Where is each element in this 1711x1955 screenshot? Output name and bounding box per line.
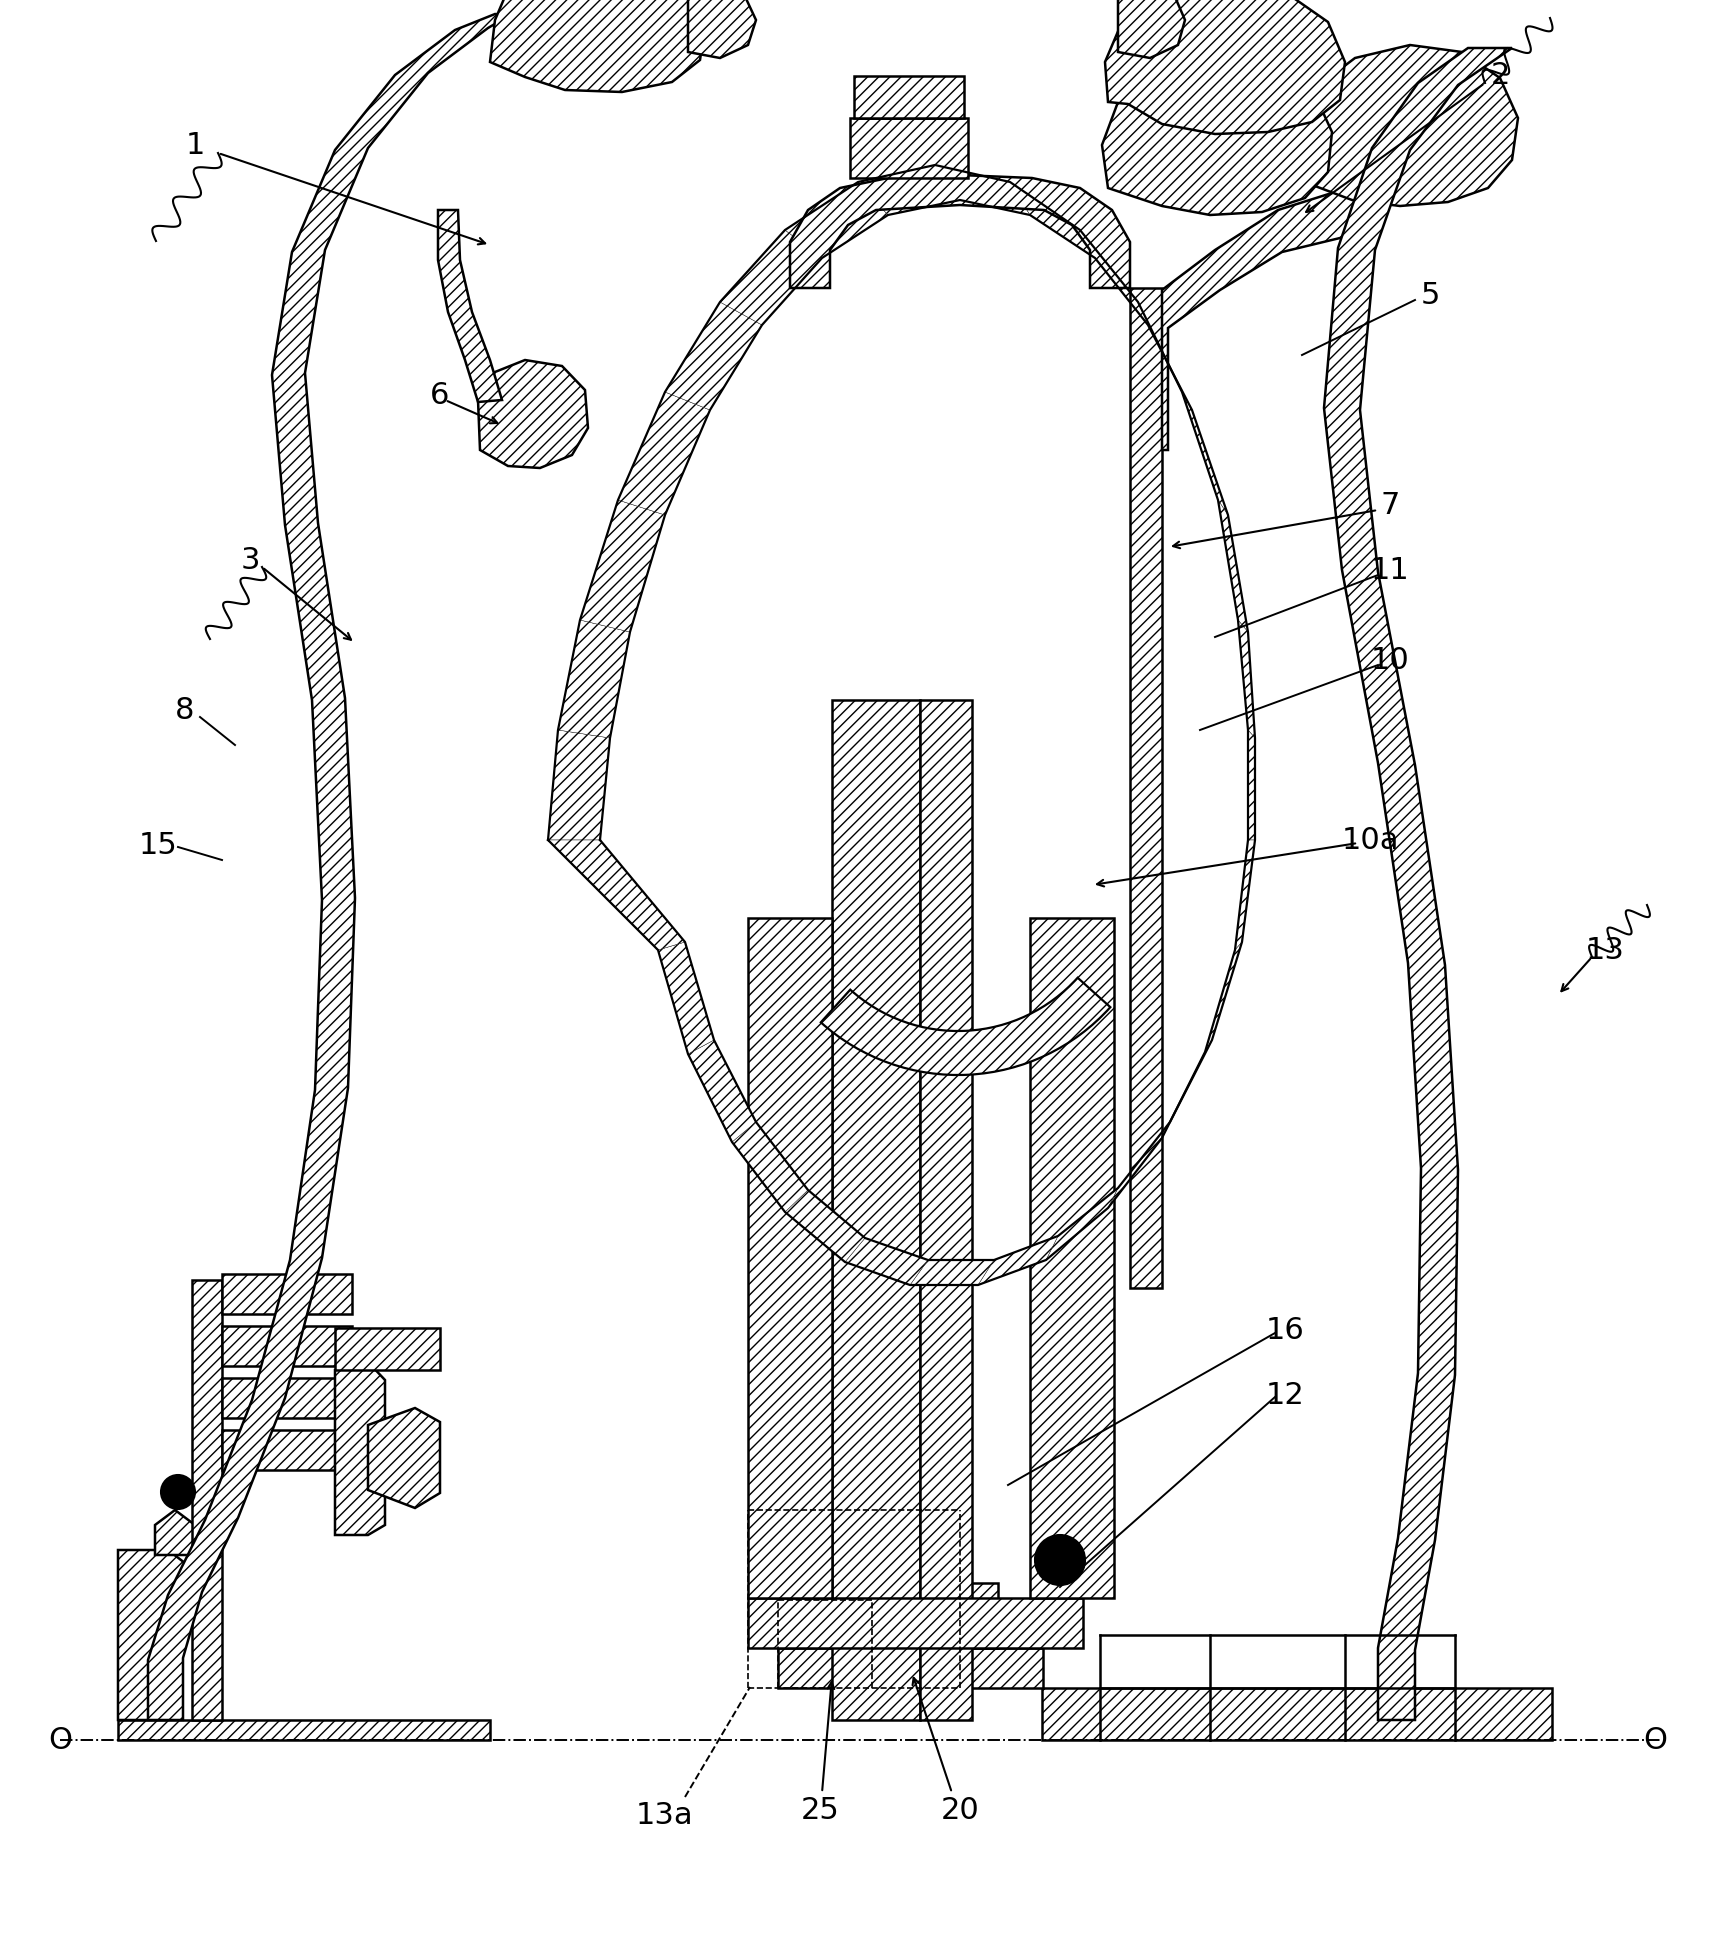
Polygon shape	[1162, 194, 1362, 452]
Bar	[222, 1431, 352, 1470]
Bar	[832, 700, 921, 1720]
Polygon shape	[1109, 1122, 1170, 1208]
Polygon shape	[1324, 49, 1513, 1720]
Polygon shape	[156, 1509, 195, 1556]
Polygon shape	[934, 166, 1030, 215]
Text: 10: 10	[1371, 647, 1410, 674]
Polygon shape	[785, 1191, 866, 1263]
Polygon shape	[659, 942, 713, 1054]
Polygon shape	[1278, 47, 1518, 207]
Polygon shape	[1105, 0, 1345, 135]
Polygon shape	[1247, 731, 1254, 841]
Bar	[335, 1327, 440, 1370]
Polygon shape	[1162, 1040, 1211, 1138]
Polygon shape	[580, 500, 666, 633]
Bar	[222, 1378, 352, 1417]
Polygon shape	[785, 184, 888, 258]
Bar	[222, 1325, 352, 1367]
Wedge shape	[821, 978, 1110, 1075]
Polygon shape	[666, 303, 761, 411]
Text: 10a: 10a	[1341, 827, 1400, 854]
Polygon shape	[1218, 500, 1247, 633]
Bar	[192, 1281, 222, 1720]
Circle shape	[1035, 1535, 1085, 1586]
Polygon shape	[1138, 303, 1193, 411]
Text: 8: 8	[175, 696, 195, 725]
Text: 1: 1	[185, 131, 205, 160]
Text: 13a: 13a	[636, 1801, 695, 1830]
Bar	[857, 86, 900, 119]
Polygon shape	[147, 16, 510, 1720]
Polygon shape	[368, 1408, 440, 1507]
Polygon shape	[790, 176, 1129, 289]
Text: 13: 13	[1586, 936, 1624, 966]
Polygon shape	[618, 393, 710, 516]
Polygon shape	[1117, 0, 1186, 59]
Text: O: O	[1643, 1726, 1667, 1754]
Bar	[748, 1597, 1083, 1648]
Polygon shape	[438, 211, 501, 403]
Polygon shape	[720, 231, 821, 326]
Polygon shape	[1205, 942, 1242, 1052]
Polygon shape	[688, 0, 756, 59]
Polygon shape	[845, 1238, 927, 1284]
Bar	[779, 1648, 1044, 1687]
Bar	[222, 1275, 352, 1314]
Polygon shape	[477, 362, 589, 469]
Bar	[909, 1584, 998, 1648]
Text: 3: 3	[240, 545, 260, 575]
Polygon shape	[1045, 1189, 1117, 1261]
Polygon shape	[732, 1122, 808, 1212]
Polygon shape	[558, 620, 630, 739]
Polygon shape	[1129, 289, 1162, 1288]
Polygon shape	[548, 841, 684, 950]
Polygon shape	[1080, 231, 1148, 326]
Polygon shape	[1239, 620, 1254, 739]
Bar	[854, 76, 963, 119]
Polygon shape	[548, 731, 611, 841]
Bar	[919, 86, 960, 119]
Polygon shape	[489, 0, 707, 94]
Polygon shape	[857, 166, 960, 215]
Polygon shape	[979, 1236, 1057, 1284]
Polygon shape	[1009, 184, 1095, 258]
Text: 25: 25	[801, 1795, 840, 1824]
Circle shape	[161, 1476, 195, 1509]
Text: 6: 6	[429, 381, 450, 411]
Text: 7: 7	[1381, 491, 1400, 520]
Bar	[921, 700, 972, 1720]
Text: 20: 20	[941, 1795, 979, 1824]
Text: O: O	[48, 1726, 72, 1754]
Bar	[1030, 919, 1114, 1597]
Text: 5: 5	[1420, 282, 1439, 311]
Polygon shape	[335, 1363, 385, 1535]
Text: 16: 16	[1266, 1316, 1304, 1345]
Polygon shape	[1235, 841, 1254, 950]
Polygon shape	[1182, 393, 1228, 516]
Polygon shape	[118, 1720, 489, 1740]
Text: 11: 11	[1371, 557, 1410, 585]
Text: 15: 15	[139, 831, 178, 860]
Polygon shape	[910, 1261, 994, 1284]
Polygon shape	[1102, 63, 1331, 215]
Bar	[850, 119, 968, 180]
Bar	[748, 919, 832, 1597]
Polygon shape	[118, 1550, 193, 1720]
Polygon shape	[688, 1040, 756, 1142]
Bar	[1042, 1687, 1552, 1740]
Text: 2: 2	[1490, 61, 1509, 90]
Text: 12: 12	[1266, 1380, 1304, 1410]
